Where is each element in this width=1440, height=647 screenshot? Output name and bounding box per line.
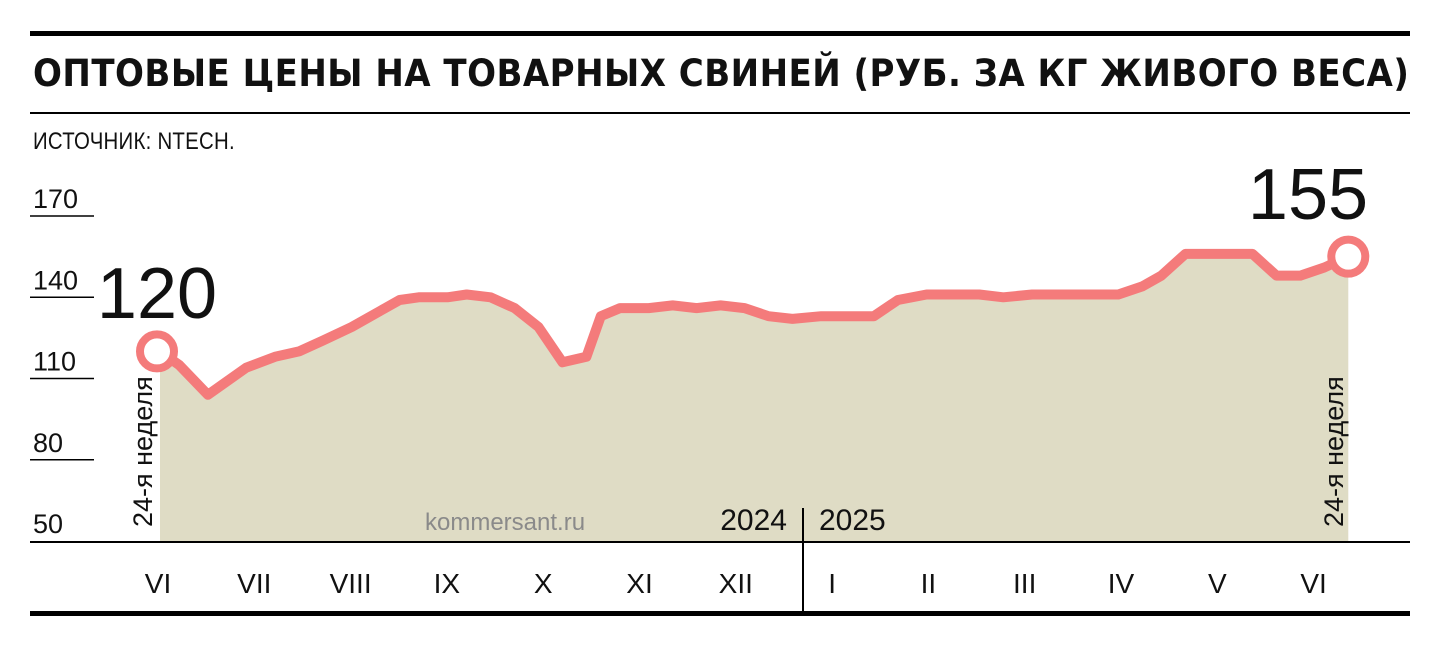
chart-title: ОПТОВЫЕ ЦЕНЫ НА ТОВАРНЫХ СВИНЕЙ (РУБ. ЗА… <box>33 52 1410 95</box>
x-month-label: VIII <box>330 568 372 599</box>
x-month-label: X <box>534 568 553 599</box>
x-month-label: II <box>921 568 937 599</box>
title-divider <box>30 112 1410 114</box>
y-tick-label: 50 <box>33 509 63 539</box>
end-point-marker <box>1327 235 1370 278</box>
year-label-2025: 2025 <box>819 504 886 537</box>
x-month-label: IX <box>434 568 461 599</box>
start-value-label: 120 <box>97 254 217 334</box>
x-month-label: XII <box>719 568 753 599</box>
source-note: ИСТОЧНИК: NTECH. <box>33 128 235 155</box>
x-axis-rule <box>30 541 1410 543</box>
x-month-label: VI <box>1300 568 1326 599</box>
x-month-label: V <box>1208 568 1227 599</box>
x-month-label: III <box>1013 568 1036 599</box>
x-month-label: I <box>828 568 836 599</box>
y-tick-label: 170 <box>33 184 78 214</box>
y-axis: 170 140 110 80 50 <box>30 184 94 539</box>
year-label-2024: 2024 <box>720 504 787 537</box>
end-value-label: 155 <box>1248 155 1368 235</box>
start-week-label: 24-я неделя <box>128 376 158 527</box>
end-week-label: 24-я неделя <box>1319 376 1349 527</box>
x-axis-months: VI VII VIII IX X XI XII I II III IV V VI <box>145 568 1327 599</box>
start-point-marker <box>136 330 178 373</box>
y-tick-label: 110 <box>33 347 76 377</box>
watermark: kommersant.ru <box>425 509 585 536</box>
x-month-label: VI <box>145 568 171 599</box>
x-month-label: IV <box>1108 568 1135 599</box>
y-tick-label: 140 <box>33 265 78 295</box>
x-month-label: VII <box>237 568 271 599</box>
price-line <box>155 248 1354 400</box>
top-rule <box>30 31 1410 36</box>
x-month-label: XI <box>626 568 652 599</box>
price-area <box>160 253 1349 541</box>
bottom-rule <box>30 611 1410 616</box>
y-tick-label: 80 <box>33 428 63 458</box>
